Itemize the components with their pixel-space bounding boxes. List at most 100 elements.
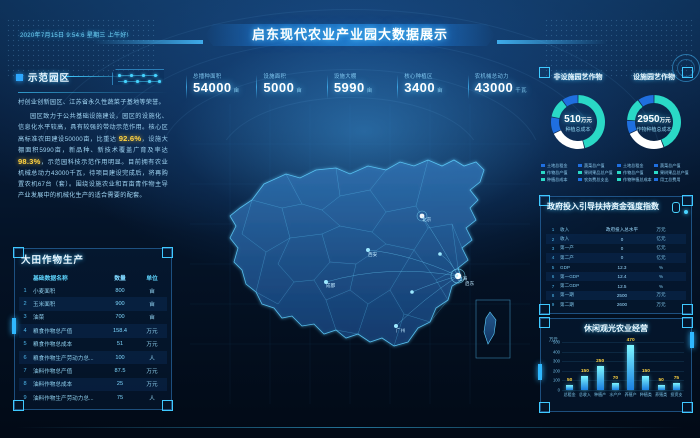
donut-segment-1-4[interactable] <box>638 95 654 107</box>
gov-table-row[interactable]: 6 第一GDP 12.4% <box>546 271 686 282</box>
donut-segment-0-3[interactable] <box>551 100 567 119</box>
gov-table-row[interactable]: 8 第一期 2500 万元 <box>546 290 686 301</box>
donut-non-facility[interactable]: 非设施园艺作物 510万元 种植总成本 土地总租金 蔬菜总产值 作物总产值 果树果品总… <box>541 74 615 188</box>
bar-column-6[interactable]: 50 <box>657 342 665 390</box>
legend-swatch-icon <box>654 164 658 167</box>
bar-rect-5[interactable] <box>642 375 650 390</box>
kpi-unit-3: 亩 <box>437 88 444 94</box>
corner-bottom-left <box>539 304 550 315</box>
table-row[interactable]: 4 粮食作物总产值 158.4 万元 <box>19 324 167 338</box>
legend-item-1-0[interactable]: 土地总租金 <box>617 162 654 169</box>
legend-item-0-0[interactable]: 土地总租金 <box>541 162 578 169</box>
legend-item-1-5[interactable]: 用工总费用 <box>654 176 691 183</box>
donut-facility[interactable]: 设施园艺作物 2950万元 作物种植总成本 土地总租金 蔬菜总产值 作物总产值 果树果… <box>617 74 691 188</box>
legend-item-1-1[interactable]: 蔬菜总产值 <box>654 162 691 169</box>
legend-item-0-4[interactable]: 种植总成本 <box>541 176 578 183</box>
bar-rect-3[interactable] <box>611 383 619 390</box>
gov-table-row[interactable]: 4 第二产 0 亿元 <box>546 253 686 263</box>
donut-unit-1: 万元 <box>659 118 671 124</box>
bar-column-0[interactable]: 50 <box>566 342 574 390</box>
donut-segment-1-0[interactable] <box>654 95 681 147</box>
legend-swatch-icon <box>617 171 621 174</box>
table-row[interactable]: 2 玉米面积 900 亩 <box>19 297 167 311</box>
bar-column-4[interactable]: 470 <box>627 338 635 390</box>
donut-segment-0-1[interactable] <box>553 130 585 149</box>
legend-item-0-3[interactable]: 果树果品总产值 <box>578 169 615 176</box>
table-row[interactable]: 8 油料作物总成本 25 万元 <box>19 377 167 392</box>
panel-side-tab-left <box>538 364 542 380</box>
table-row[interactable]: 6 粮食作物生产劳动力总... 100 人 <box>19 350 167 365</box>
x-tick-0: 总租金 <box>563 392 576 397</box>
field-crop-table[interactable]: 基础数据名称 数量 单位 1 小麦面积 800 亩 2 玉米面积 900 亩 3 油菜 700 亩 4 粮食作物… <box>19 270 167 405</box>
bar-rect-0[interactable] <box>566 385 574 390</box>
legend-item-0-5[interactable]: 农务费总支出 <box>578 176 615 183</box>
kpi-value-3: 3400 亩 <box>404 80 467 99</box>
table-row[interactable]: 5 粮食作物总成本 51 万元 <box>23 341 158 349</box>
gridline-2 <box>562 370 684 372</box>
legend-item-1-2[interactable]: 作物总产值 <box>617 169 654 176</box>
donut-segment-0-2[interactable] <box>551 117 561 134</box>
gov-table-row[interactable]: 9 第二期 2600 万元 <box>551 301 666 308</box>
bar-rect-4[interactable] <box>627 344 635 390</box>
donut-sub-1: 作物种植总成本 <box>636 127 672 133</box>
table-row[interactable]: 7 油料作物总产值 87.5 万元 <box>23 368 158 376</box>
bar-rect-2[interactable] <box>596 366 604 390</box>
bar-chart-plot: 0 100 200 300 400 500 50 150 250 70 470 150 50 75 <box>553 338 684 393</box>
dot-indicator-icon <box>684 210 688 214</box>
gov-table-row[interactable]: 1 收入 政府投入总水平 万元 <box>551 226 666 233</box>
legend-item-0-2[interactable]: 作物总产值 <box>541 169 578 176</box>
gov-table-row[interactable]: 5 GDP 12.3% <box>551 264 664 270</box>
donut-title-1: 设施园艺作物 <box>633 74 675 81</box>
x-tick-3: 水产产 <box>609 392 622 397</box>
gov-table-row[interactable]: 2 收入 0 亿元 <box>546 234 686 244</box>
legend-item-0-1[interactable]: 蔬菜总产值 <box>578 162 615 169</box>
bar-rect-1[interactable] <box>581 375 589 390</box>
legend-label: 果树果品总产值 <box>660 170 689 175</box>
y-tick-1: 100 <box>553 377 560 383</box>
page-title: 启东现代农业产业园大数据展示 <box>251 27 448 42</box>
donut-segment-1-2[interactable] <box>627 120 637 134</box>
kpi-value-0: 54000 亩 <box>193 80 256 99</box>
table-row[interactable]: 1 小麦面积 800 亩 <box>23 287 155 295</box>
kpi-unit-4: 千瓦 <box>515 88 528 94</box>
bar-column-1[interactable]: 150 <box>580 342 589 390</box>
bar-column-3[interactable]: 70 <box>611 342 619 390</box>
title-wing-left <box>93 40 203 44</box>
donut-segment-1-1[interactable] <box>629 130 664 149</box>
bar-value-1: 150 <box>580 368 589 374</box>
china-map[interactable]: 北京 上海 启东 广州 成都 西安 <box>190 104 530 404</box>
map-city-label-0: 北京 <box>422 216 432 223</box>
table-row[interactable]: 9 油料作物生产劳动力总... 75 人 <box>23 394 155 402</box>
legend-swatch-icon <box>541 171 545 174</box>
legend-item-1-3[interactable]: 果树果品总产值 <box>654 169 691 176</box>
bar-rect-6[interactable] <box>657 385 665 390</box>
donut-legend-0: 土地总租金 蔬菜总产值 作物总产值 果树果品总产值种植总成本 农务费总支出 <box>541 162 615 183</box>
gov-table-row[interactable]: 7 第二GDP 12.5% <box>551 283 664 289</box>
bar-column-2[interactable]: 250 <box>596 342 605 390</box>
donut-title-0: 非设施园艺作物 <box>553 74 603 81</box>
network-nodes-icon <box>112 69 164 85</box>
legend-label: 果树果品总产值 <box>584 170 613 175</box>
bar-value-2: 250 <box>596 359 605 364</box>
legend-item-1-4[interactable]: 作物种植总成本 <box>617 176 654 183</box>
donut-segment-1-3[interactable] <box>627 100 643 121</box>
gov-table-row[interactable]: 3 第一产 0 亿元 <box>551 245 666 251</box>
bar-rect-7[interactable] <box>672 382 680 390</box>
bar-chart-bars[interactable]: 50 150 250 70 470 150 50 75 <box>562 338 684 390</box>
donut-legend-1: 土地总租金 蔬菜总产值 作物总产值 果树果品总产值作物种植总成本 用工总费用 <box>617 162 691 183</box>
table-row[interactable]: 3 油菜 700 亩 <box>23 314 155 322</box>
demo-park-panel: 示范园区 村创业创新园区、江苏省永久性蔬菜子基地等荣誉。 园区致力于公共基础设施… <box>14 66 172 216</box>
bar-chart-y-axis: 0 100 200 300 400 500 <box>548 340 560 393</box>
col-unit: 单位 <box>146 275 158 282</box>
bar-column-5[interactable]: 150 <box>642 342 650 390</box>
bar-value-6: 50 <box>658 378 664 384</box>
kpi-number-3: 3400 <box>404 80 436 95</box>
map-city-label-5: 西安 <box>368 251 378 258</box>
government-fund-table[interactable]: 1 收入 政府投入总水平 万元 2 收入 0 亿元 3 第一产 0 亿元 4 第二产 0 亿元 5 GDP 12.3… <box>546 225 686 310</box>
bar-value-0: 50 <box>566 378 573 384</box>
map-city-label-2: 启东 <box>465 280 475 287</box>
donut-segment-0-0[interactable] <box>578 95 605 149</box>
bar-column-7[interactable]: 75 <box>672 342 680 390</box>
donut-segment-0-4[interactable] <box>562 95 578 107</box>
